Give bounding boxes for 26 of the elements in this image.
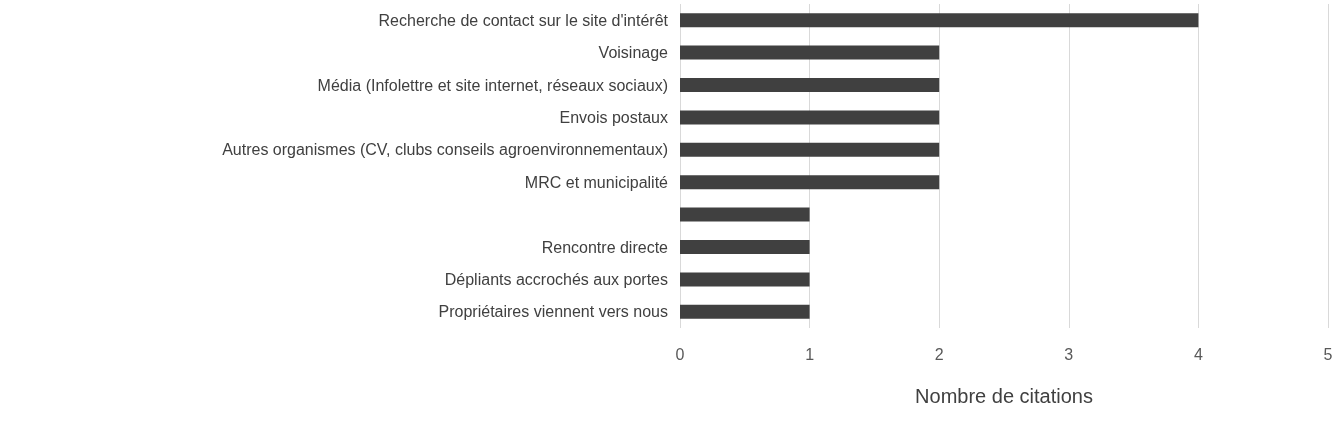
y-tick-label: MRC et municipalité xyxy=(524,173,669,191)
bar xyxy=(680,207,810,222)
bar xyxy=(680,175,940,190)
bar xyxy=(680,272,810,287)
y-tick-label: Rencontre directe xyxy=(541,238,669,256)
y-tick-label: Autres organismes (CV, clubs conseils agroenvironnementaux) xyxy=(222,141,668,159)
bar xyxy=(680,78,940,92)
x-tick-label: 0 xyxy=(675,345,685,363)
y-tick-label: Dépliants accrochés aux portes xyxy=(444,270,668,288)
x-tick-label: 3 xyxy=(1064,345,1074,363)
bar xyxy=(680,13,1199,28)
x-tick-label: 1 xyxy=(805,345,815,363)
bar xyxy=(680,304,810,319)
y-tick-label: Recherche de contact sur le site d'intérêt xyxy=(378,11,669,29)
bar xyxy=(680,45,940,60)
x-tick-label: 2 xyxy=(934,345,944,363)
x-tick-label: 4 xyxy=(1193,345,1203,363)
x-tick-label: 5 xyxy=(1323,345,1333,363)
y-tick-label: Propriétaires viennent vers nous xyxy=(438,303,668,321)
x-axis-title: Nombre de citations xyxy=(915,385,1093,407)
bar xyxy=(680,110,940,125)
y-tick-label: Média (Infolettre et site internet, réseaux sociaux) xyxy=(317,76,668,94)
y-tick-label: Voisinage xyxy=(598,44,669,62)
bar xyxy=(680,240,810,254)
y-tick-label: Envois postaux xyxy=(559,108,668,126)
bar xyxy=(680,142,940,157)
